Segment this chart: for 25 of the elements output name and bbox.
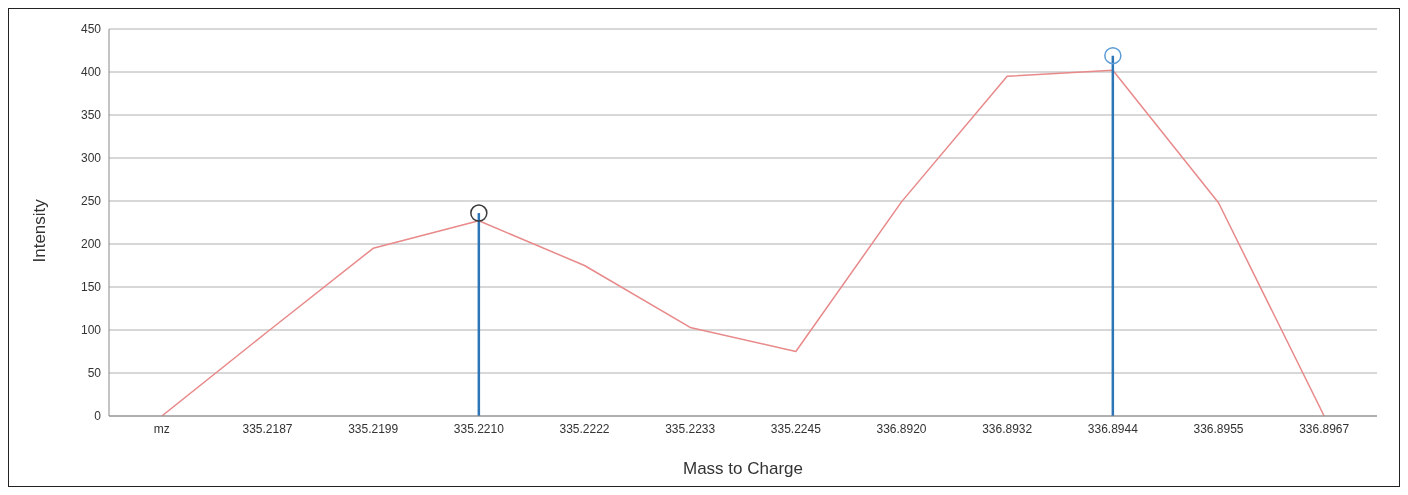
x-axis-title: Mass to Charge bbox=[683, 459, 803, 478]
x-tick-label: 336.8920 bbox=[876, 421, 927, 436]
y-tick-label: 350 bbox=[80, 108, 102, 123]
x-tick-label: 335.2187 bbox=[242, 421, 293, 436]
x-tick-label: mz bbox=[153, 421, 170, 436]
y-tick-label: 150 bbox=[80, 280, 102, 295]
x-tick-label: 335.2222 bbox=[559, 421, 610, 436]
y-tick-label: 450 bbox=[80, 22, 102, 37]
x-tick-label: 336.8967 bbox=[1299, 421, 1350, 436]
y-tick-label: 300 bbox=[80, 151, 102, 166]
y-tick-label: 100 bbox=[80, 323, 102, 338]
y-tick-label: 50 bbox=[87, 366, 102, 381]
y-tick-label: 400 bbox=[80, 65, 102, 80]
x-tick-label: 335.2210 bbox=[453, 421, 505, 436]
y-tick-label: 0 bbox=[94, 409, 102, 424]
x-tick-label: 335.2245 bbox=[770, 421, 822, 436]
y-tick-label: 200 bbox=[80, 237, 102, 252]
y-axis-title: Intensity bbox=[30, 198, 50, 263]
y-tick-label: 250 bbox=[80, 194, 102, 209]
x-tick-label: 336.8932 bbox=[982, 421, 1033, 436]
x-tick-label: 335.2233 bbox=[665, 421, 716, 436]
x-tick-label: 336.8955 bbox=[1193, 421, 1244, 436]
x-tick-label: 336.8944 bbox=[1087, 421, 1139, 436]
x-tick-label: 335.2199 bbox=[348, 421, 399, 436]
line-series bbox=[161, 69, 1325, 416]
